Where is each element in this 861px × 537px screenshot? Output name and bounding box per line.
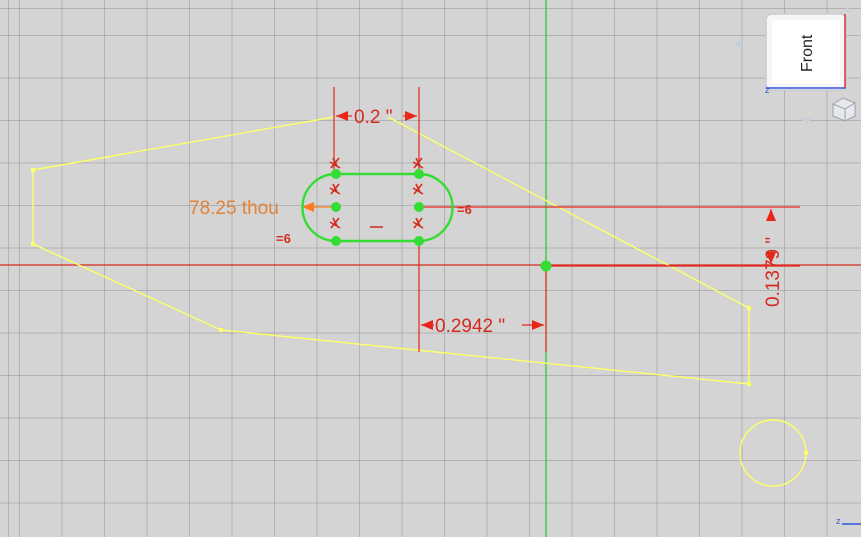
nav-corner-arrow-icon[interactable]: [846, 6, 852, 12]
slot-shape[interactable]: [301, 169, 454, 246]
dimension-vertical-offset[interactable]: 0.1379 ": [419, 206, 800, 307]
nav-cube-face-label: Front: [799, 34, 816, 72]
axis-triad-icon: z: [836, 516, 861, 526]
dimension-horizontal-offset-label: 0.2942 ": [435, 316, 505, 337]
equal-constraint-right: =6: [457, 202, 472, 217]
circle-point: [804, 451, 808, 455]
svg-text:z: z: [836, 516, 841, 526]
slot-point[interactable]: [331, 169, 341, 179]
dimension-radius-label: 78.25 thou: [189, 198, 279, 219]
slot-point[interactable]: [414, 236, 424, 246]
sketch-profile[interactable]: [32, 116, 750, 385]
dimension-top-width-label: 0.2 ": [354, 107, 392, 128]
nav-cube-mini-icon[interactable]: [832, 97, 856, 122]
origin-point[interactable]: [540, 260, 552, 272]
profile-vertices: [31, 168, 751, 386]
dimension-horizontal-offset[interactable]: 0.2942 ": [418, 241, 547, 352]
equal-constraint-left: =6: [276, 231, 291, 246]
dimension-vertical-offset-label: 0.1379 ": [763, 237, 784, 307]
nav-left-arrow-icon[interactable]: [735, 38, 742, 50]
slot-center-right[interactable]: [414, 202, 424, 212]
nav-down-arrow-icon[interactable]: [800, 118, 812, 125]
tangent-constraint-icons: [329, 157, 424, 229]
slot-center-left[interactable]: [331, 202, 341, 212]
sketch-circle[interactable]: [739, 419, 807, 487]
navigation-cube[interactable]: Front z: [735, 6, 856, 125]
slot-point[interactable]: [414, 169, 424, 179]
nav-cube-axis-label: z: [765, 85, 770, 95]
slot-point[interactable]: [331, 236, 341, 246]
dimension-radius[interactable]: 78.25 thou: [189, 198, 333, 219]
dimension-top-width[interactable]: 0.2 ": [333, 87, 420, 174]
